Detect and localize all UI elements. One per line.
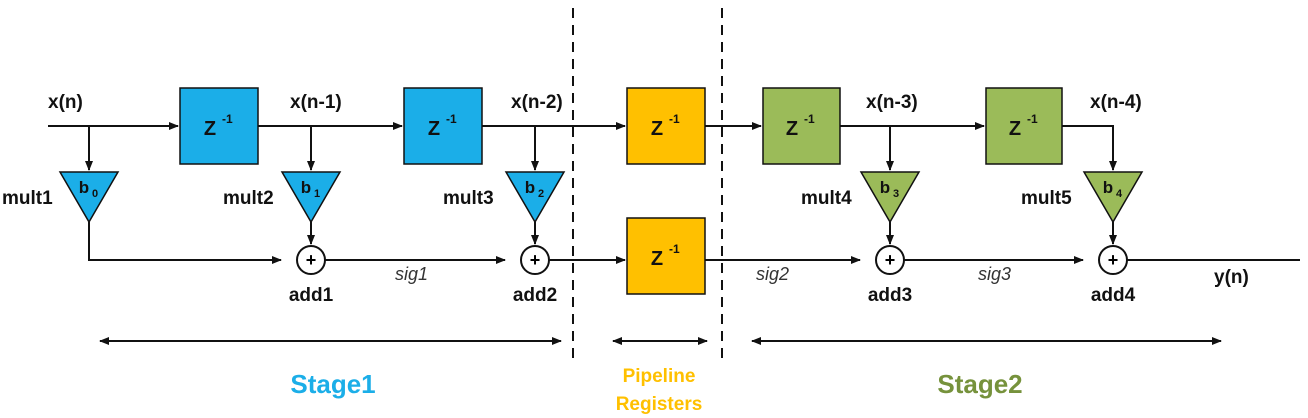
delay-exponent: -1 <box>669 242 680 256</box>
signal-label-sig3: sig3 <box>978 264 1011 284</box>
delay-exponent: -1 <box>804 112 815 126</box>
bottom-wires <box>88 222 1300 264</box>
coefficient-symbol: b <box>525 178 535 197</box>
adder-3: + <box>875 245 905 275</box>
delay-symbol: Z <box>651 248 663 270</box>
delay-exponent: -1 <box>446 112 457 126</box>
adder-label-3: add3 <box>868 285 912 306</box>
delay-block-stage2-2: Z -1 <box>985 87 1063 165</box>
multiplier-2: b 1 <box>280 171 342 224</box>
multiplier-label-1: mult1 <box>2 188 53 209</box>
plus-symbol: + <box>530 250 541 270</box>
multiplier-label-5: mult5 <box>1021 188 1072 209</box>
coefficient-symbol: b <box>301 178 311 197</box>
signal-label-sig2: sig2 <box>756 264 789 284</box>
delay-block-stage2-1: Z -1 <box>762 87 841 165</box>
adder-2: + <box>520 245 550 275</box>
plus-symbol: + <box>306 250 317 270</box>
signal-label-x-n: x(n) <box>48 92 83 113</box>
delay-symbol: Z <box>786 118 798 140</box>
signal-label-sig1: sig1 <box>395 264 428 284</box>
multiplier-4: b 3 <box>859 171 921 224</box>
delay-exponent: -1 <box>669 112 680 126</box>
pipeline-register-bottom: Z -1 <box>626 217 706 295</box>
signal-label-x-n-4: x(n-4) <box>1090 92 1142 113</box>
signal-label-x-n-3: x(n-3) <box>866 92 918 113</box>
adder-label-2: add2 <box>513 285 557 306</box>
coefficient-symbol: b <box>79 178 89 197</box>
top-wires <box>48 122 1117 171</box>
delay-symbol: Z <box>204 118 216 140</box>
stage1-label: Stage1 <box>290 369 375 399</box>
pipeline-label-line2: Registers <box>616 394 703 415</box>
signal-label-y-n: y(n) <box>1214 267 1249 288</box>
coefficient-symbol: b <box>1103 178 1113 197</box>
delay-block-stage1-1: Z -1 <box>179 87 259 165</box>
delay-symbol: Z <box>1009 118 1021 140</box>
coefficient-index: 4 <box>1116 188 1123 200</box>
coefficient-symbol: b <box>880 178 890 197</box>
delay-block-stage1-2: Z -1 <box>403 87 483 165</box>
adder-label-1: add1 <box>289 285 334 306</box>
pipeline-label-line1: Pipeline <box>623 366 696 387</box>
multiplier-label-3: mult3 <box>443 188 494 209</box>
plus-symbol: + <box>1108 250 1119 270</box>
adder-label-4: add4 <box>1091 285 1136 306</box>
stage2-label: Stage2 <box>937 369 1022 399</box>
multiplier-label-2: mult2 <box>223 188 274 209</box>
multiplier-3: b 2 <box>504 171 566 224</box>
coefficient-index: 1 <box>314 188 320 200</box>
delay-exponent: -1 <box>222 112 233 126</box>
adder-4: + <box>1098 245 1128 275</box>
plus-symbol: + <box>885 250 896 270</box>
delay-exponent: -1 <box>1027 112 1038 126</box>
signal-label-x-n-2: x(n-2) <box>511 92 563 113</box>
adder-1: + <box>296 245 326 275</box>
multiplier-1: b 0 <box>58 171 120 224</box>
delay-symbol: Z <box>651 118 663 140</box>
multiplier-label-4: mult4 <box>801 188 852 209</box>
coefficient-index: 3 <box>893 188 899 200</box>
coefficient-index: 2 <box>538 188 544 200</box>
pipeline-register-top: Z -1 <box>626 87 706 165</box>
coefficient-index: 0 <box>92 188 98 200</box>
delay-symbol: Z <box>428 118 440 140</box>
multiplier-5: b 4 <box>1082 171 1144 224</box>
signal-label-x-n-1: x(n-1) <box>290 92 342 113</box>
